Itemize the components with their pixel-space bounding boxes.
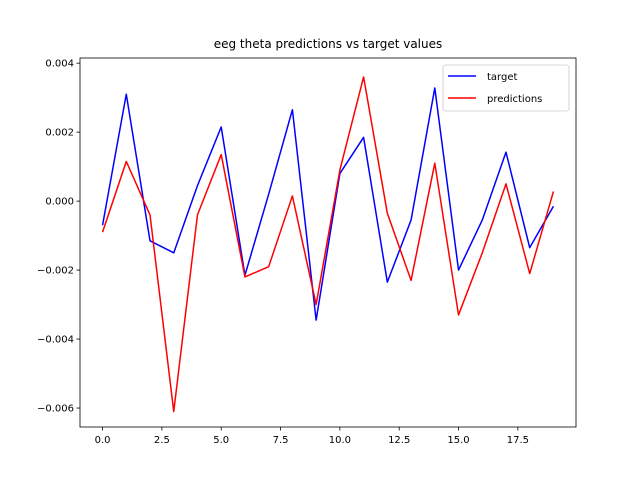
series-line-predictions (101, 76, 555, 413)
y-axis: −0.006 −0.004 −0.002 0.000 0.002 0.004 (37, 59, 80, 415)
y-tick-label: −0.004 (37, 335, 74, 346)
y-tick-label: 0.004 (45, 59, 74, 70)
x-tick-label: 10.0 (329, 435, 351, 446)
x-tick-label: 17.5 (507, 435, 529, 446)
x-tick-label: 0.0 (95, 435, 111, 446)
legend-label-target: target (487, 72, 517, 83)
legend: target predictions (442, 64, 570, 112)
x-axis: 0.0 2.5 5.0 7.5 10.0 12.5 15.0 17.5 (95, 427, 529, 446)
series-line-target (101, 87, 555, 321)
x-tick-label: 2.5 (154, 435, 170, 446)
y-tick-label: −0.002 (37, 266, 74, 277)
legend-label-predictions: predictions (487, 94, 542, 105)
series-layer (101, 76, 555, 413)
x-tick-label: 5.0 (213, 435, 229, 446)
y-tick-label: −0.006 (37, 404, 74, 415)
y-tick-label: 0.000 (45, 197, 74, 208)
chart-title: eeg theta predictions vs target values (214, 37, 443, 51)
plot-area (79, 57, 577, 428)
plot-frame (79, 57, 577, 428)
x-tick-label: 7.5 (273, 435, 289, 446)
x-tick-label: 15.0 (447, 435, 469, 446)
x-tick-label: 12.5 (388, 435, 410, 446)
y-tick-label: 0.002 (45, 128, 74, 139)
